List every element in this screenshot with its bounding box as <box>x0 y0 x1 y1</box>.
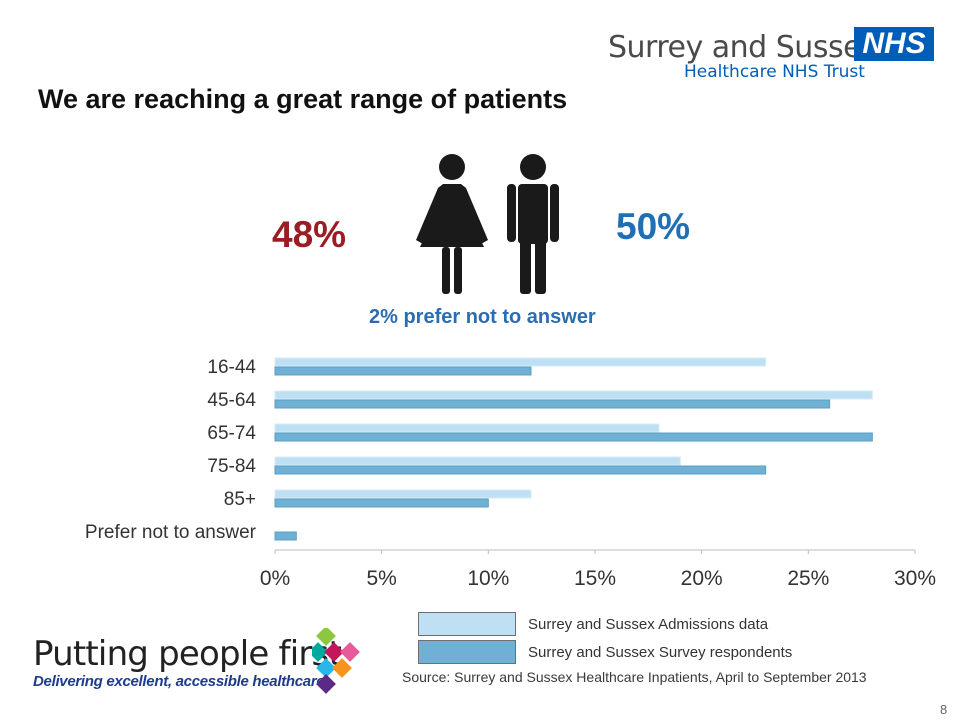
org-name: Surrey and Sussex <box>608 30 878 65</box>
source-note: Source: Surrey and Sussex Healthcare Inp… <box>402 669 867 685</box>
male-arm-right-icon <box>550 184 559 242</box>
bar-survey <box>274 531 297 541</box>
category-label: 45-64 <box>207 390 256 411</box>
category-label: 75-84 <box>207 456 256 477</box>
female-percentage: 48% <box>272 214 347 255</box>
category-label: 85+ <box>224 489 256 510</box>
subtagline: Delivering excellent, accessible healthc… <box>33 673 325 690</box>
bar-survey <box>274 498 489 508</box>
x-tick-label: 20% <box>681 567 723 590</box>
x-tick-label: 15% <box>574 567 616 590</box>
female-leg-left-icon <box>442 247 450 294</box>
bar-admissions <box>274 357 767 367</box>
legend-label-admissions: Surrey and Sussex Admissions data <box>528 616 769 633</box>
bar-survey <box>274 366 532 376</box>
age-bar-chart: 16-44 45-64 65-74 75-84 85+ Prefer not to ans… <box>85 357 936 590</box>
bar-admissions <box>274 456 681 466</box>
bar-survey <box>274 465 767 475</box>
trust-name: Healthcare NHS Trust <box>684 62 865 82</box>
bar-admissions <box>274 489 532 499</box>
x-tick-label: 30% <box>894 567 936 590</box>
page-number: 8 <box>940 702 948 717</box>
page-title: We are reaching a great range of patient… <box>38 84 568 114</box>
category-label: Prefer not to answer <box>85 522 257 543</box>
x-tick-label: 0% <box>260 567 290 590</box>
male-torso-icon <box>518 184 548 244</box>
x-tick-label: 10% <box>467 567 509 590</box>
female-head-icon <box>439 154 465 180</box>
male-leg-right-icon <box>535 240 546 294</box>
bar-admissions <box>274 423 660 433</box>
male-leg-left-icon <box>520 240 531 294</box>
legend-swatch-admissions <box>418 612 516 636</box>
bar-survey <box>274 399 831 409</box>
tagline: Putting people first <box>33 634 342 674</box>
female-male-people-icon <box>416 154 559 294</box>
male-arm-left-icon <box>507 184 516 242</box>
diamond-pink-icon <box>340 642 360 662</box>
bar-admissions <box>274 390 873 400</box>
bar-survey <box>274 432 873 442</box>
male-head-icon <box>520 154 546 180</box>
x-tick-label: 25% <box>787 567 829 590</box>
nhs-logo: NHS <box>854 27 934 61</box>
female-body-icon <box>416 184 488 247</box>
x-tick-label: 5% <box>366 567 396 590</box>
prefer-not-note: 2% prefer not to answer <box>369 306 596 328</box>
category-label: 16-44 <box>207 357 256 378</box>
category-label: 65-74 <box>207 423 256 444</box>
diamond-purple-icon <box>316 674 336 694</box>
legend-swatch-survey <box>418 640 516 664</box>
male-percentage: 50% <box>616 206 691 247</box>
legend-label-survey: Surrey and Sussex Survey respondents <box>528 644 793 661</box>
female-leg-right-icon <box>454 247 462 294</box>
diamonds-logo-icon <box>312 628 360 694</box>
diamond-orange-icon <box>332 658 352 678</box>
